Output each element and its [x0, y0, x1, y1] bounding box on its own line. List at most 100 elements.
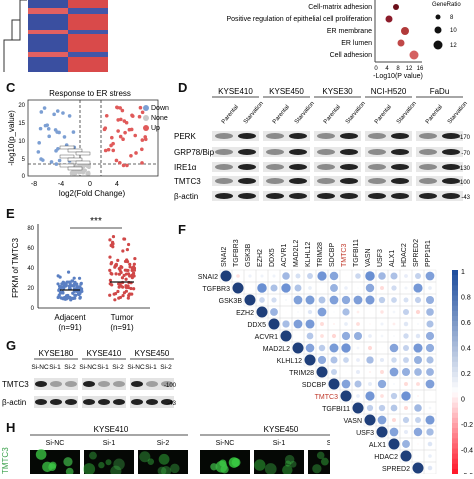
corr-cell — [426, 356, 434, 364]
volcano-point — [143, 135, 148, 139]
panel-g-western: KYSE180 Si-NC Si-1 Si-2 KYSE410 Si-NC Si-1 Si-2… — [0, 338, 180, 416]
corr-cell — [380, 334, 384, 338]
gene-tag — [67, 148, 83, 153]
blot-band — [113, 399, 125, 405]
colorbar-segment — [452, 397, 458, 404]
corr-cell — [380, 322, 384, 326]
corr-row-label: GSK3B — [219, 298, 243, 305]
blot-band — [391, 193, 409, 199]
blot-strip — [263, 131, 310, 141]
corr-cell — [270, 308, 278, 316]
protein-label: IRE1α — [174, 163, 197, 172]
blot-strip — [314, 191, 361, 201]
corr-cell — [402, 440, 410, 448]
term-label: Positive regulation of epithelial cell p… — [226, 16, 372, 23]
scatter-point-tumor — [133, 256, 137, 261]
volcano-point — [57, 158, 62, 163]
blot-band — [391, 133, 409, 139]
corr-cell — [352, 402, 364, 414]
corr-cell — [403, 405, 409, 411]
heatmap-fragment-svg — [3, 0, 108, 72]
scatter-point-adjacent — [71, 291, 75, 295]
blot-band — [442, 178, 460, 184]
colorbar-segment — [452, 453, 458, 460]
corr-cell — [414, 272, 422, 280]
corr-cell — [412, 462, 424, 474]
volcano-point — [54, 162, 59, 166]
corr-cell — [341, 379, 351, 389]
colorbar-segment — [452, 321, 458, 327]
lane-label: Si-NC — [216, 440, 235, 447]
blot-band — [391, 178, 409, 184]
colorbar-segment — [452, 290, 458, 296]
colorbar-segment — [452, 382, 458, 388]
corr-col-label: TGFBR3 — [233, 239, 240, 267]
condition-label: Starvation — [345, 101, 367, 126]
scatter-point-adjacent — [56, 282, 60, 286]
corr-cell — [353, 295, 363, 305]
xtick: 0 — [88, 181, 92, 188]
colorbar-tick: 0.4 — [461, 346, 471, 353]
blot-strip — [130, 378, 174, 390]
corr-cell — [248, 274, 252, 278]
volcano-point — [72, 170, 77, 175]
xtick: 12 — [406, 66, 413, 72]
if-cell — [264, 463, 277, 475]
blot-strip — [263, 162, 310, 172]
volcano-point — [137, 114, 142, 119]
xtick: -4 — [58, 181, 64, 188]
volcano-point — [42, 106, 47, 110]
corr-cell — [380, 394, 384, 398]
corr-cell — [356, 370, 360, 374]
corr-row-label: TRIM28 — [289, 370, 314, 377]
if-cell — [289, 460, 297, 468]
corr-cell — [414, 356, 422, 364]
if-cell — [157, 466, 167, 476]
scatter-point-adjacent — [78, 295, 82, 300]
panel-h-if: TMTC3 KYSE410 Si-NC Si-1 Si-2 KYSE450 Si-NC Si-… — [0, 420, 358, 477]
corr-cell — [317, 355, 327, 365]
blot-strip — [212, 191, 259, 201]
volcano-point — [86, 170, 91, 175]
corr-cell — [415, 309, 421, 315]
blot-strip — [416, 162, 463, 172]
scatter-point-tumor — [108, 282, 112, 286]
volcano-point — [111, 148, 116, 153]
corr-col-label: SDCBP — [329, 243, 336, 267]
volcano-point — [121, 163, 126, 168]
corr-cell — [389, 343, 399, 353]
colorbar-segment — [452, 356, 458, 363]
corr-cell — [282, 272, 290, 280]
if-cell — [113, 458, 125, 471]
scatter-point-tumor — [125, 248, 130, 252]
if-side-label: TMTC3 — [1, 447, 10, 474]
corr-cell — [393, 335, 395, 337]
corr-cell — [292, 342, 304, 354]
blot-band — [289, 193, 307, 199]
scatter-point-tumor — [126, 296, 130, 300]
corr-cell — [293, 295, 303, 305]
condition-label: Parental — [323, 104, 342, 125]
scatter-point-tumor — [132, 268, 137, 272]
blot-strip — [263, 191, 310, 201]
condition-label: Starvation — [294, 101, 316, 126]
if-cell — [147, 458, 155, 465]
panel-e-scatter: *** 0 20 40 60 80 FPKM of TMTC3 Adjacent… — [0, 210, 170, 334]
blot-band — [266, 164, 284, 170]
term-label: Cell adhesion — [330, 52, 373, 59]
corr-cell — [378, 404, 386, 412]
corr-cell — [333, 311, 335, 313]
corr-cell — [281, 283, 291, 293]
scatter-point-tumor — [108, 255, 112, 259]
corr-col-label: HDAC2 — [401, 243, 408, 267]
corr-cell — [329, 271, 339, 281]
scatter-point-tumor — [113, 298, 117, 302]
blot-band — [340, 133, 358, 139]
corr-cell — [342, 308, 350, 316]
volcano-title: Response to ER stress — [49, 89, 131, 98]
scatter-point-adjacent — [70, 284, 74, 288]
corr-cell — [306, 332, 314, 340]
volcano-point — [38, 126, 43, 131]
volcano-point — [125, 163, 129, 168]
